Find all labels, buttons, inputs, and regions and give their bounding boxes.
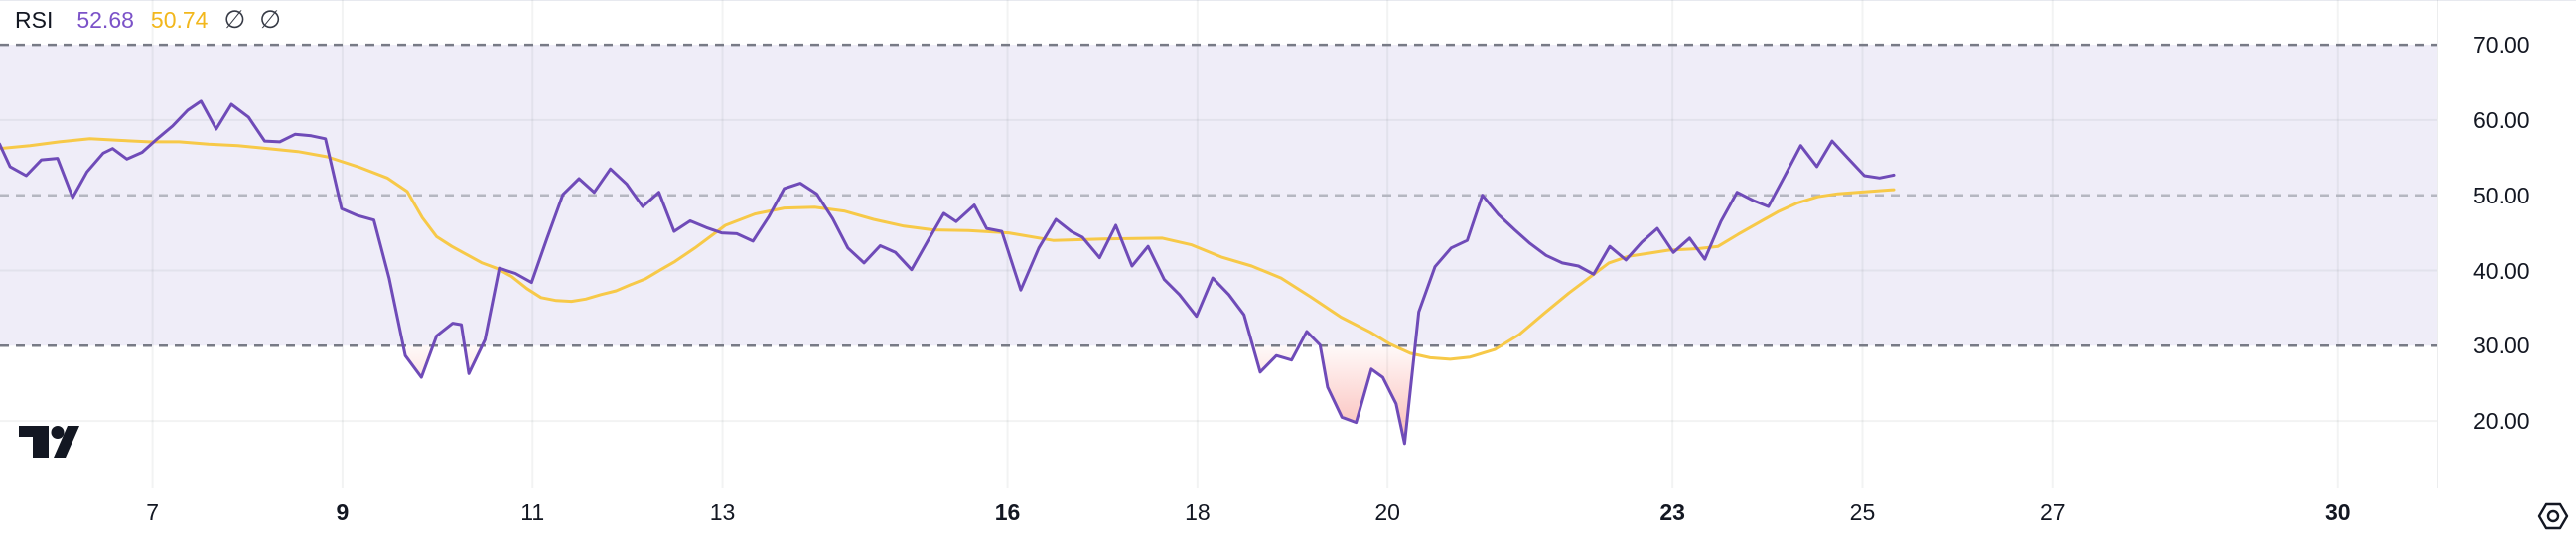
x-tick-label: 13 [709, 499, 736, 525]
y-tick-label: 40.00 [2473, 257, 2530, 284]
hidden-plot-icon: ∅ [223, 6, 246, 34]
rsi-value: 52.68 [76, 7, 134, 33]
y-tick-label: 60.00 [2473, 106, 2530, 133]
x-tick-label: 11 [520, 499, 545, 525]
x-tick-label: 18 [1185, 499, 1211, 525]
y-tick-label: 70.00 [2473, 32, 2530, 59]
oversold-fill [403, 345, 433, 378]
ma-value: 50.74 [150, 7, 209, 33]
x-tick-label: 20 [1374, 499, 1400, 525]
indicator-legend: RSI 52.68 50.74 ∅ ∅ [15, 6, 295, 34]
settings-gear-icon[interactable] [2535, 498, 2571, 534]
hidden-plot-icon: ∅ [259, 6, 282, 34]
y-tick-label: 50.00 [2473, 182, 2530, 208]
y-tick-label: 30.00 [2473, 333, 2530, 359]
x-tick-label: 23 [1659, 499, 1685, 525]
price-axis[interactable]: 70.00 60.00 50.00 40.00 30.00 20.00 [2437, 0, 2576, 488]
time-axis[interactable]: 7 9 11 13 16 18 20 23 25 27 30 [0, 488, 2576, 538]
tradingview-logo[interactable] [19, 425, 80, 461]
y-tick-label: 20.00 [2473, 408, 2530, 435]
pane-separator [0, 0, 2576, 1]
x-tick-label: 9 [336, 499, 350, 525]
oversold-fill [1320, 345, 1416, 444]
indicator-title[interactable]: RSI [15, 7, 54, 33]
x-tick-label: 30 [2324, 499, 2351, 525]
x-tick-label: 16 [994, 499, 1021, 525]
oversold-fill [1252, 345, 1300, 372]
rsi-line [0, 99, 1896, 446]
x-tick-label: 27 [2040, 499, 2066, 525]
x-tick-label: 7 [146, 499, 159, 525]
x-tick-label: 25 [1849, 499, 1876, 525]
